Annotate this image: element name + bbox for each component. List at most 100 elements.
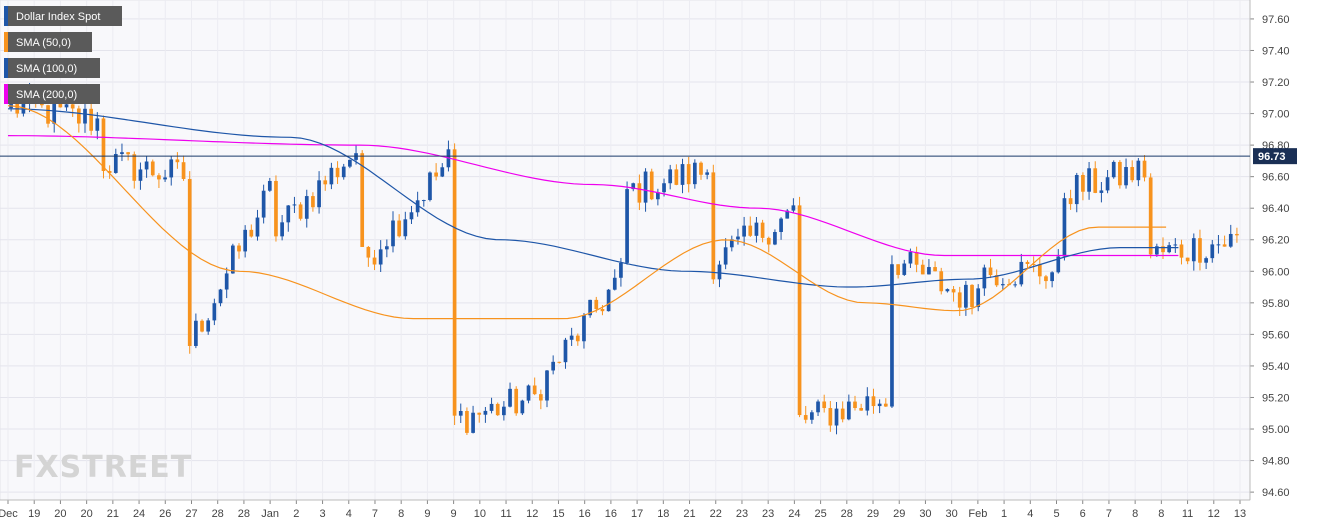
- candle-body: [1204, 258, 1208, 263]
- candle: [1142, 155, 1147, 182]
- candle-body: [1025, 261, 1030, 264]
- candle: [1173, 238, 1178, 254]
- candle-body: [458, 411, 463, 416]
- candle-body: [883, 403, 888, 407]
- x-tick-label: 4: [1027, 508, 1033, 520]
- candle-body: [132, 154, 137, 181]
- candle-body: [95, 118, 100, 131]
- candle-body: [64, 104, 69, 108]
- candle-body: [1222, 244, 1227, 247]
- candle: [1105, 169, 1110, 194]
- candle: [520, 399, 525, 416]
- candle: [397, 214, 402, 238]
- candle: [329, 162, 334, 190]
- candle-body: [563, 339, 568, 363]
- candle: [1130, 160, 1135, 183]
- candle: [760, 219, 765, 243]
- candle: [471, 405, 475, 434]
- candle-body: [643, 171, 648, 203]
- candle-body: [76, 108, 81, 124]
- candle-body: [557, 361, 562, 363]
- candle: [249, 224, 254, 238]
- candle-body: [1019, 261, 1024, 285]
- candle-body: [415, 200, 420, 213]
- candle-body: [46, 105, 50, 124]
- candle-body: [705, 172, 710, 175]
- candle: [766, 236, 771, 253]
- candle: [723, 238, 728, 270]
- candle: [902, 259, 907, 276]
- candle-body: [1185, 257, 1190, 262]
- x-tick-label: Jan: [261, 508, 279, 520]
- candle-body: [267, 180, 272, 191]
- candle-body: [699, 162, 703, 175]
- candle: [514, 386, 519, 416]
- candle-body: [1093, 168, 1098, 193]
- last-price-label: 96.73: [1258, 151, 1286, 163]
- candle: [526, 384, 531, 404]
- candle-body: [1062, 198, 1067, 257]
- candle-body: [668, 169, 673, 184]
- candle-body: [255, 217, 260, 237]
- candle: [631, 182, 636, 192]
- candle: [224, 267, 229, 299]
- candle: [1050, 271, 1054, 288]
- candle-body: [323, 180, 328, 185]
- candle-body: [877, 403, 882, 407]
- legend-swatch: [4, 6, 8, 26]
- candle-body: [1148, 177, 1153, 255]
- legend-label: SMA (200,0): [16, 89, 77, 101]
- candle: [120, 143, 124, 162]
- last-price-marker: 96.73: [0, 148, 1297, 165]
- candle: [403, 211, 408, 240]
- candle-body: [736, 236, 740, 240]
- candle: [335, 161, 340, 184]
- candle-body: [649, 171, 654, 200]
- candle: [748, 216, 753, 237]
- candle-body: [692, 162, 697, 185]
- candle: [551, 355, 556, 375]
- x-tick-label: 10: [474, 508, 486, 520]
- candle-body: [1179, 244, 1184, 258]
- candle-body: [686, 164, 691, 185]
- candle-body: [274, 180, 278, 237]
- candle-body: [779, 218, 783, 232]
- candle-body: [680, 164, 685, 185]
- candle-body: [1191, 238, 1196, 262]
- x-tick-label: 22: [710, 508, 722, 520]
- candle: [1222, 235, 1227, 247]
- legend-box: [4, 6, 122, 26]
- x-tick-label: 20: [81, 508, 93, 520]
- candle-body: [803, 415, 808, 420]
- candle-body: [896, 264, 900, 275]
- candle: [680, 158, 685, 194]
- candle-body: [828, 408, 833, 426]
- candle-body: [729, 239, 734, 248]
- legend-item: SMA (50,0): [4, 32, 92, 52]
- candle: [1013, 281, 1018, 288]
- candle: [1068, 189, 1073, 210]
- candle-body: [150, 161, 155, 176]
- x-tick-label: 23: [762, 508, 774, 520]
- candle: [292, 196, 297, 214]
- x-tick-label: 28: [212, 508, 224, 520]
- candle-body: [237, 245, 241, 252]
- x-tick-label: 20: [54, 508, 66, 520]
- candle: [267, 177, 272, 192]
- candle: [317, 171, 321, 214]
- candle: [729, 235, 734, 252]
- x-tick-label: 9: [424, 508, 430, 520]
- candle: [1124, 158, 1128, 189]
- candle-body: [810, 412, 814, 420]
- candle-body: [428, 172, 432, 201]
- candle-body: [280, 222, 284, 237]
- candle-body: [495, 403, 500, 416]
- candle: [822, 394, 827, 413]
- candle: [1210, 239, 1215, 263]
- candle-body: [1167, 245, 1172, 253]
- x-tick-label: 21: [107, 508, 119, 520]
- candle: [1154, 243, 1159, 257]
- candle: [717, 260, 722, 288]
- candle: [575, 333, 580, 346]
- candle-body: [846, 401, 851, 420]
